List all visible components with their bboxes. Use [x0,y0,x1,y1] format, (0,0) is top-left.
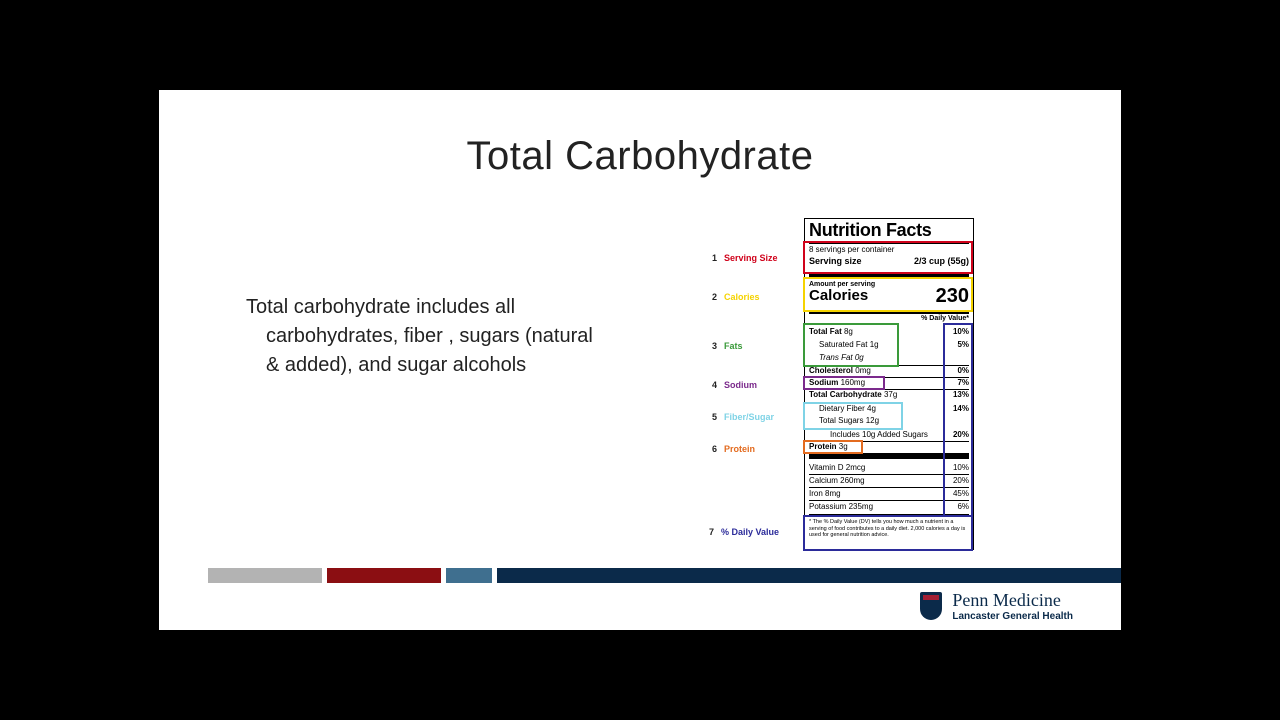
legend-item-calories: 2 Calories [712,292,760,302]
legend-item-protein: 6 Protein [712,444,756,454]
calories-row: Calories 230 [809,285,969,307]
nutrient-row-protein: Protein 3g [809,442,848,451]
logo-subtitle: Lancaster General Health [952,611,1073,622]
nutrient-row-total-fat: Total Fat 8g 10% [809,327,969,336]
vitamin-row-iron: Iron 8mg 45% [809,489,969,498]
legend-item-fats: 3 Fats [712,341,743,351]
highlight-fats [803,323,899,367]
highlight-fiber-sugar [803,402,903,430]
highlight-calories [803,277,973,312]
logo-name: Penn Medicine [952,590,1061,610]
footer-bar-navy [497,568,1121,583]
body-text: Total carbohydrate includes all carbohyd… [246,293,626,380]
nutrient-row-cholesterol: Cholesterol 0mg 0% [809,366,969,375]
nutrient-row-trans-fat: Trans Fat 0g [819,353,864,362]
vitamin-row-d: Vitamin D 2mcg 10% [809,463,969,472]
nutrient-row-dietary-fiber: Dietary Fiber 4g 14% [819,404,969,413]
penn-shield-icon [920,592,943,620]
nutrition-facts-header: Nutrition Facts [809,220,932,240]
vitamin-row-potassium: Potassium 235mg 6% [809,502,969,511]
footer-bar-gray [208,568,322,583]
daily-value-header: % Daily Value* [921,315,969,322]
serving-size-row: Serving size 2/3 cup (55g) [809,256,969,266]
highlight-daily-value-footnote [803,515,973,551]
footnote: * The % Daily Value (DV) tells you how m… [809,519,966,538]
nutrition-facts-label: Nutrition Facts 8 servings per container… [803,218,974,551]
nutrient-row-total-carbohydrate: Total Carbohydrate 37g 13% [809,390,969,399]
highlight-sodium [803,376,885,390]
nutrient-row-sodium: Sodium 160mg 7% [809,378,969,387]
penn-medicine-logo: Penn Medicine Lancaster General Health [920,590,1073,622]
body-line-1: Total carbohydrate includes all [246,296,516,318]
legend-item-sodium: 4 Sodium [712,380,757,390]
amount-per-serving: Amount per serving [809,281,876,288]
slide: Total Carbohydrate Total carbohydrate in… [159,90,1121,630]
legend-item-serving-size: 1 Serving Size [712,253,778,263]
highlight-daily-value-column [943,323,973,517]
highlight-serving-size [803,241,973,274]
highlight-protein [803,440,863,454]
nutrient-row-saturated-fat: Saturated Fat 1g 5% [819,340,969,349]
footer-bar-teal [446,568,492,583]
nutrient-row-added-sugars: Includes 10g Added Sugars 20% [830,430,969,439]
legend-item-fiber-sugar: 5 Fiber/Sugar [712,412,775,422]
nutrient-row-total-sugars: Total Sugars 12g [819,416,880,425]
footer-bar-red [327,568,441,583]
servings-per-container: 8 servings per container [809,245,895,254]
body-line-3: & added), and sugar alcohols [266,354,527,376]
slide-title: Total Carbohydrate [466,134,814,178]
body-line-2: carbohydrates, fiber , sugars (natural [266,325,593,347]
vitamin-row-calcium: Calcium 260mg 20% [809,476,969,485]
legend-item-daily-value: 7% Daily Value [709,527,780,537]
